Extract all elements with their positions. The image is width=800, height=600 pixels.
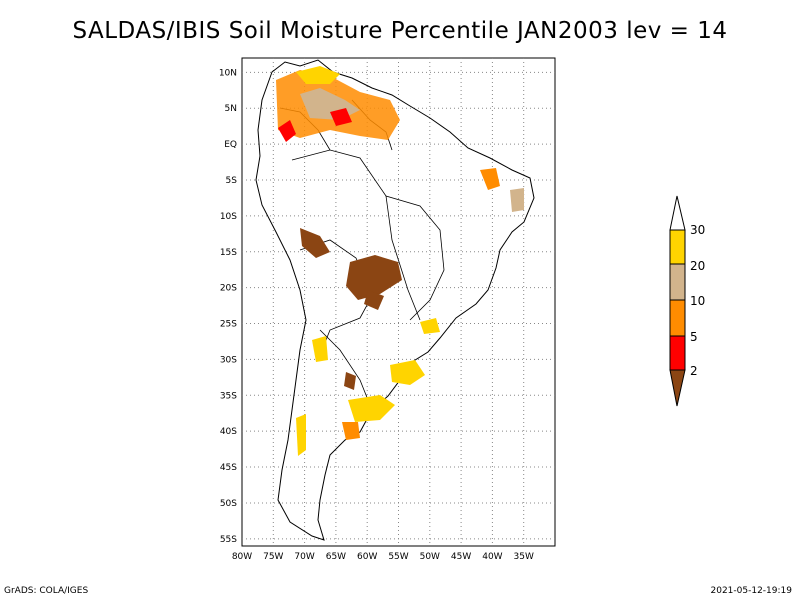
x-tick-label: 70W	[294, 552, 314, 562]
y-tick-label: 25S	[220, 320, 237, 330]
colorbar-5-10	[669, 299, 686, 337]
grid-lines	[242, 58, 555, 546]
y-tick-label: 45S	[220, 463, 237, 473]
y-tick-label: 10N	[219, 68, 237, 78]
patch-tan-nebrazil	[510, 188, 524, 212]
x-tick-label: 75W	[263, 552, 283, 562]
south-america-outline	[255, 59, 535, 541]
y-tick-label: EQ	[224, 140, 237, 150]
colorbar-bottom-arrow	[669, 369, 686, 407]
y-tick-label: 15S	[220, 248, 237, 258]
colorbar-20-30	[669, 229, 686, 265]
x-tick-label: 80W	[232, 552, 252, 562]
x-tick-label: 45W	[451, 552, 471, 562]
colorbar-top-arrow	[669, 195, 686, 231]
y-tick-label: 50S	[220, 499, 237, 509]
patch-yellow-west	[312, 336, 328, 362]
map-title: SALDAS/IBIS Soil Moisture Percentile JAN…	[72, 18, 728, 44]
y-tick-label: 10S	[220, 212, 237, 222]
patch-brown-pantanal	[346, 255, 402, 300]
legend-label-2: 2	[690, 364, 698, 378]
footer-credit: GrADS: COLA/IGES	[4, 586, 89, 596]
x-tick-label: 35W	[514, 552, 534, 562]
y-tick-labels: 10N 5N EQ 5S 10S 15S 20S 25S 30S 35S 40S 45S 50S 55S	[219, 68, 237, 544]
legend-label-5: 5	[690, 330, 698, 344]
y-tick-label: 55S	[220, 535, 237, 545]
patch-yellow-uruguay	[390, 360, 425, 385]
patch-orange-south	[342, 422, 360, 440]
colorbar-2-5	[669, 335, 686, 371]
patch-yellow-east	[420, 318, 440, 334]
patch-red-2	[330, 108, 352, 126]
y-tick-label: 30S	[220, 355, 237, 365]
patch-brown-3	[300, 228, 330, 258]
y-tick-label: 35S	[220, 391, 237, 401]
x-tick-label: 40W	[482, 552, 502, 562]
legend-label-20: 20	[690, 259, 705, 273]
colorbar-10-20	[669, 263, 686, 301]
y-tick-label: 5N	[225, 104, 237, 114]
patch-yellow-south	[348, 395, 395, 422]
footer-timestamp: 2021-05-12-19:19	[710, 586, 793, 596]
patch-orange-nebrazil	[480, 168, 500, 190]
patch-yellow-chile	[296, 414, 306, 456]
legend-label-10: 10	[690, 294, 705, 308]
x-tick-label: 60W	[357, 552, 377, 562]
y-tick-label: 5S	[226, 176, 238, 186]
y-tick-label: 40S	[220, 427, 237, 437]
patch-red-1	[278, 120, 296, 142]
legend-label-30: 30	[690, 223, 705, 237]
soil-moisture-shading	[276, 66, 524, 456]
y-tick-label: 20S	[220, 284, 237, 294]
patch-brown-4	[344, 372, 356, 390]
x-tick-label: 50W	[420, 552, 440, 562]
x-tick-label: 65W	[326, 552, 346, 562]
x-tick-labels: 80W 75W 70W 65W 60W 55W 50W 45W 40W 35W	[232, 552, 534, 562]
patch-brown-2	[364, 290, 384, 310]
x-tick-label: 55W	[388, 552, 408, 562]
colorbar: 30 20 10 5 2	[669, 195, 705, 407]
patch-yellow-north	[296, 66, 340, 84]
